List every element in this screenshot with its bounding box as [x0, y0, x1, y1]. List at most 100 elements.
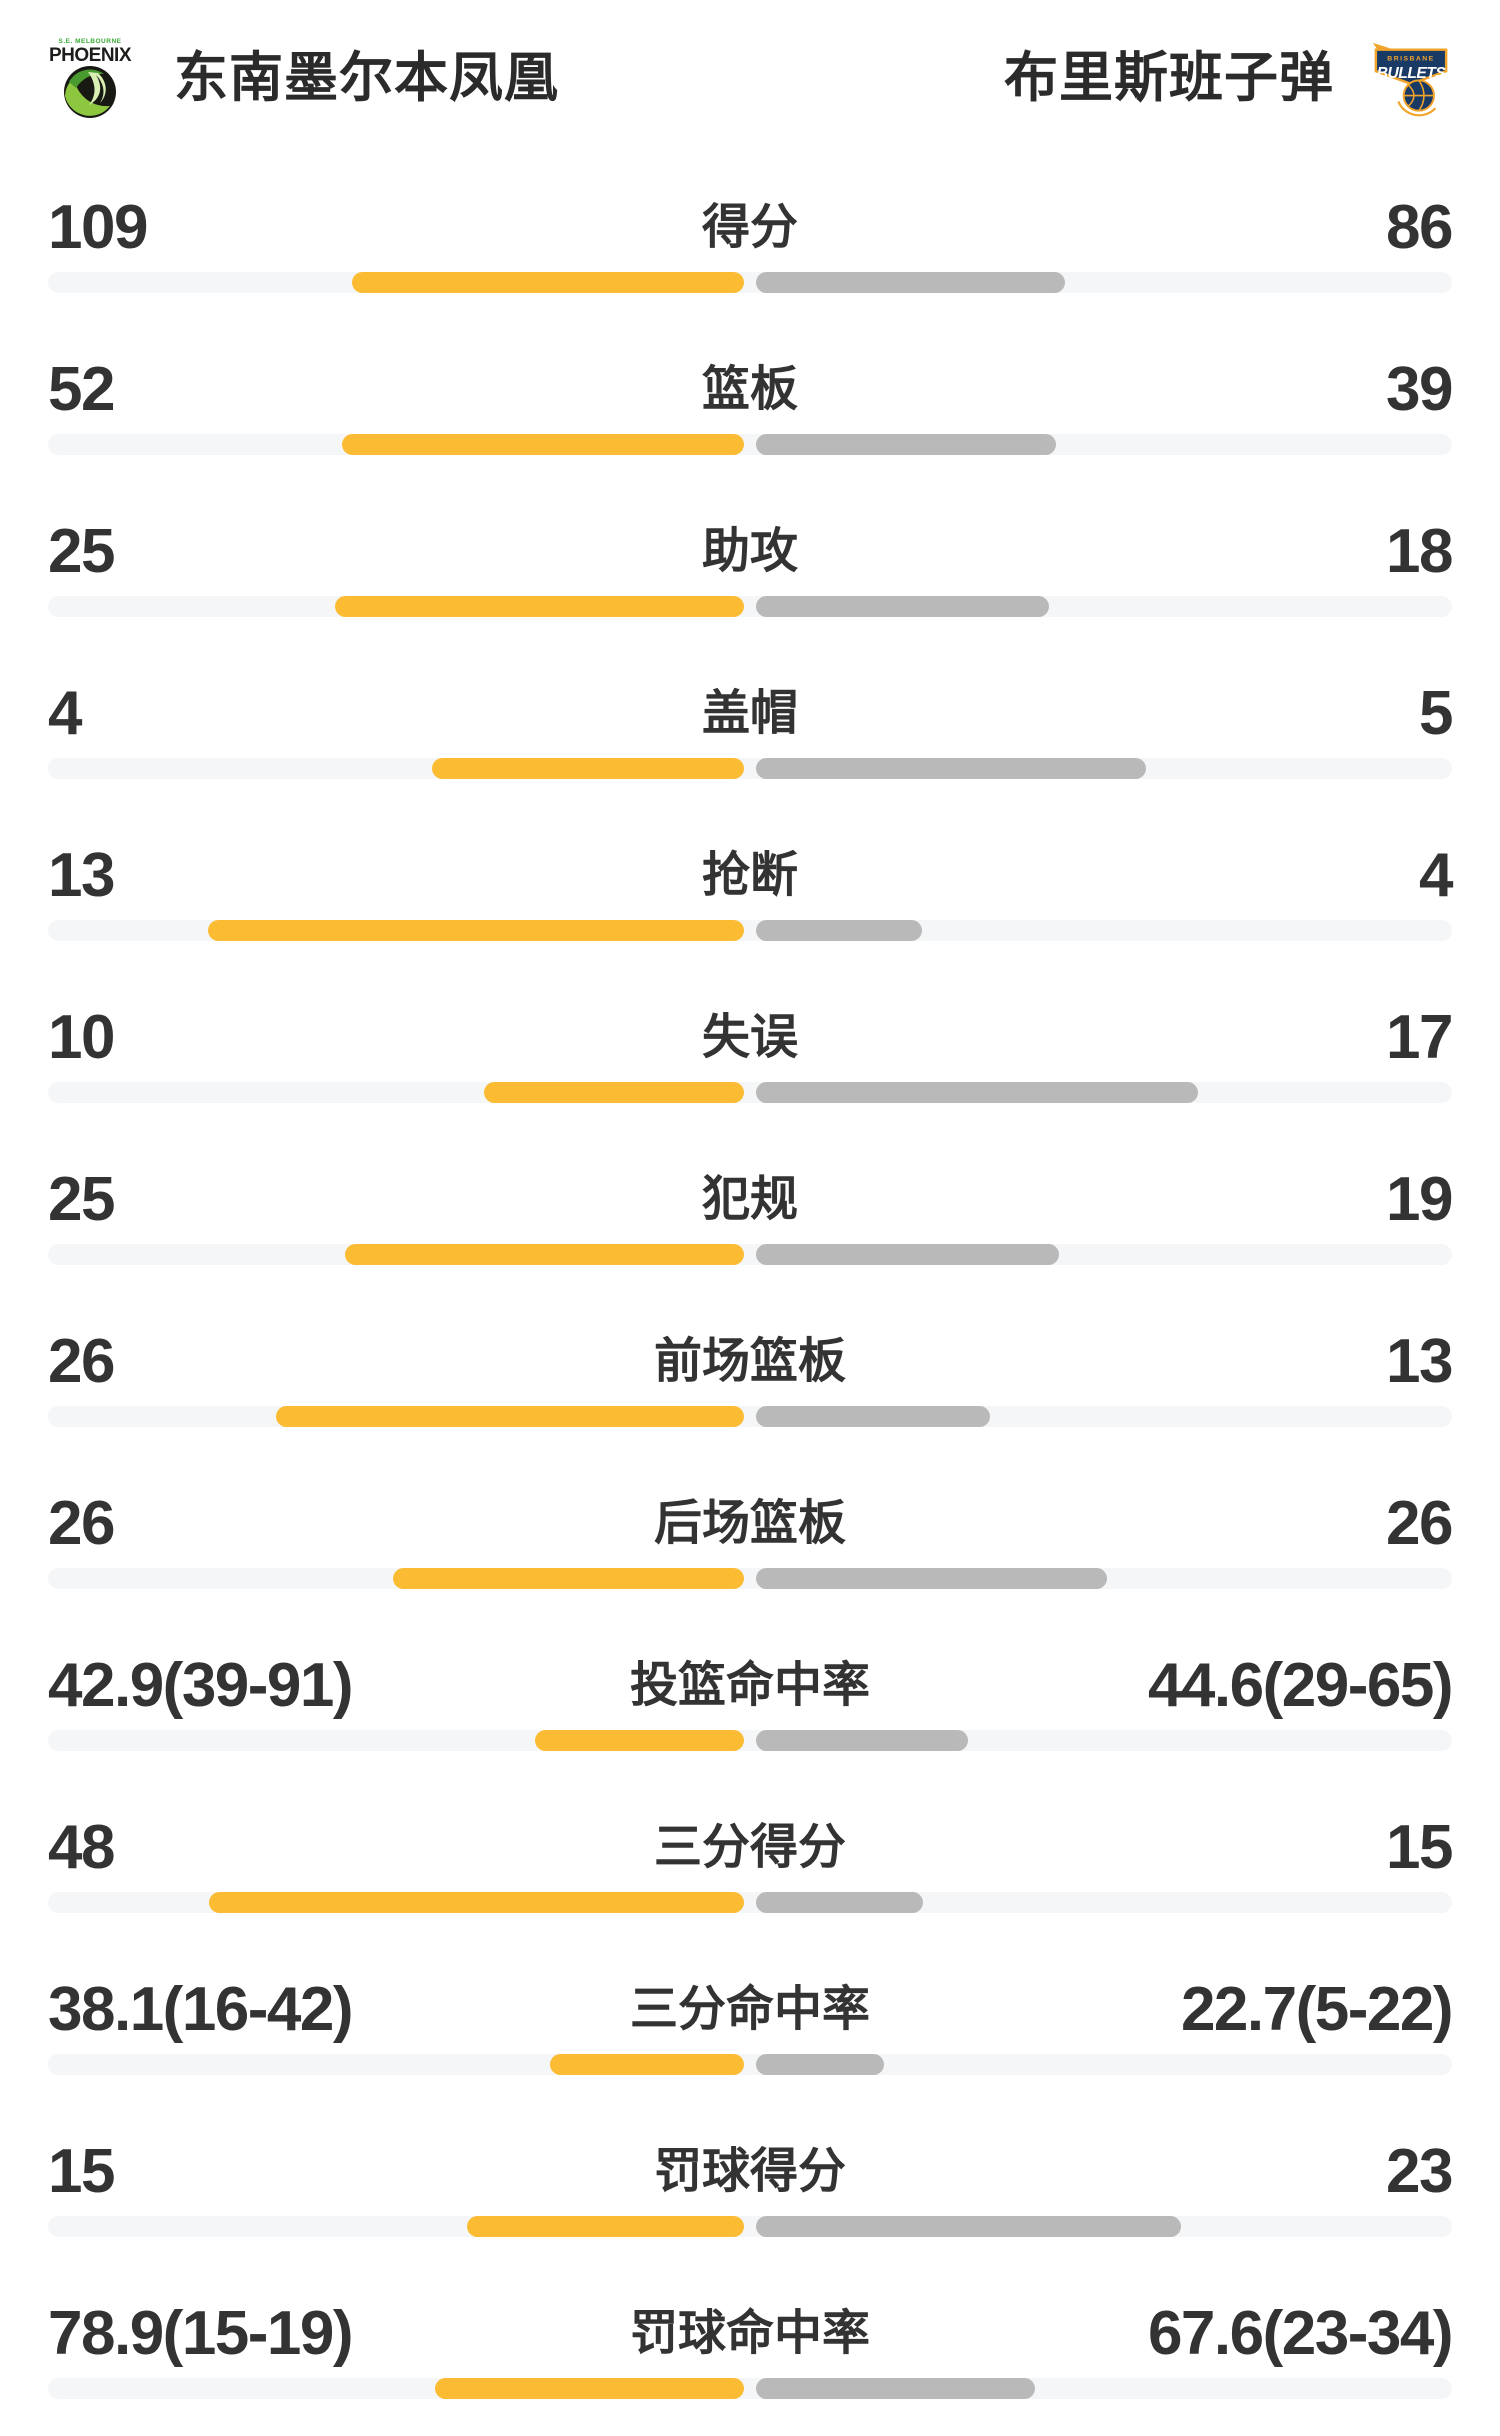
- stat-text-line: 10 失误 17: [48, 1003, 1454, 1072]
- stat-label: 罚球命中率: [629, 2307, 870, 2360]
- stat-label: 失误: [701, 1011, 798, 1064]
- stat-label: 三分命中率: [629, 1983, 870, 2036]
- phoenix-emblem-icon: [64, 66, 116, 118]
- stat-label: 篮板: [701, 363, 798, 416]
- stat-bar-track: [48, 2216, 1452, 2237]
- stat-bar-track: [48, 272, 1452, 293]
- away-value: 39: [1386, 355, 1453, 424]
- stat-bar-track: [48, 758, 1452, 779]
- home-stat-bar: [550, 2054, 744, 2075]
- home-team: S.E. MELBOURNE PHOENIX 东南墨尔本凤凰: [48, 34, 559, 122]
- stat-text-line: 48 三分得分 15: [48, 1813, 1454, 1882]
- stat-row: 38.1(16-42) 三分命中率 22.7(5-22): [48, 1975, 1454, 2075]
- stat-text-line: 4 盖帽 5: [48, 679, 1454, 748]
- home-stat-bar: [467, 2216, 744, 2237]
- stat-row: 15 罚球得分 23: [48, 2137, 1454, 2237]
- stat-bar-track: [48, 1244, 1452, 1265]
- away-stat-bar: [756, 920, 922, 941]
- home-value: 52: [48, 355, 115, 424]
- away-team-name: 布里斯班子弹: [1004, 48, 1334, 108]
- stat-text-line: 25 助攻 18: [48, 517, 1454, 586]
- home-value: 10: [48, 1003, 115, 1072]
- bullets-logo-icon: BRISBANE BULLETS: [1372, 42, 1448, 117]
- stat-bar-track: [48, 1082, 1452, 1103]
- away-value: 19: [1386, 1165, 1453, 1234]
- stat-label: 抢断: [701, 849, 798, 902]
- away-stat-bar: [756, 1730, 968, 1751]
- stat-text-line: 26 前场篮板 13: [48, 1327, 1454, 1396]
- stat-bar-track: [48, 1892, 1452, 1913]
- stat-label: 三分得分: [653, 1821, 846, 1874]
- home-value: 26: [48, 1489, 115, 1558]
- stat-row: 109 得分 86: [48, 193, 1454, 293]
- stat-row: 48 三分得分 15: [48, 1813, 1454, 1913]
- away-stat-bar: [756, 1892, 924, 1913]
- away-value: 22.7(5-22): [1180, 1975, 1454, 2044]
- match-header: S.E. MELBOURNE PHOENIX 东南墨尔本凤凰 布里斯班子弹 BR…: [48, 36, 1452, 120]
- home-stat-bar: [534, 1730, 744, 1751]
- away-value: 23: [1386, 2137, 1453, 2206]
- phoenix-logo-icon: S.E. MELBOURNE PHOENIX: [49, 38, 132, 118]
- stat-bar-track: [48, 1568, 1452, 1589]
- home-value: 25: [48, 1165, 115, 1234]
- away-stat-bar: [756, 272, 1065, 293]
- away-stat-bar: [756, 1082, 1199, 1103]
- away-team: 布里斯班子弹 BRISBANE BULLETS: [1004, 36, 1452, 120]
- stat-row: 25 犯规 19: [48, 1165, 1454, 1265]
- stat-label: 投篮命中率: [629, 1659, 870, 1712]
- home-value: 42.9(39-91): [48, 1651, 354, 1720]
- stat-label: 得分: [701, 201, 798, 254]
- stat-bar-track: [48, 2378, 1452, 2399]
- stat-bar-track: [48, 1730, 1452, 1751]
- stat-bar-track: [48, 920, 1452, 941]
- basketball-icon: [1397, 79, 1437, 117]
- away-stat-bar: [756, 1244, 1060, 1265]
- stat-text-line: 25 犯规 19: [48, 1165, 1454, 1234]
- away-value: 44.6(29-65): [1147, 1651, 1454, 1720]
- home-stat-bar: [432, 758, 744, 779]
- away-value: 5: [1419, 679, 1453, 748]
- away-value: 67.6(23-34): [1147, 2299, 1454, 2368]
- stat-label: 盖帽: [701, 687, 798, 740]
- home-value: 4: [48, 679, 82, 748]
- phoenix-logo-main-text: PHOENIX: [49, 45, 132, 66]
- stat-label: 后场篮板: [653, 1497, 846, 1550]
- home-stat-bar: [335, 596, 744, 617]
- stat-text-line: 13 抢断 4: [48, 841, 1454, 910]
- stat-label: 前场篮板: [653, 1335, 846, 1388]
- away-value: 86: [1386, 193, 1453, 262]
- home-value: 109: [48, 193, 148, 262]
- away-stat-bar: [756, 434, 1057, 455]
- away-stat-bar: [756, 758, 1147, 779]
- stat-row: 10 失误 17: [48, 1003, 1454, 1103]
- bullets-logo-main-text: BULLETS: [1377, 65, 1447, 82]
- stat-label: 犯规: [701, 1173, 798, 1226]
- away-stat-bar: [756, 1406, 991, 1427]
- away-stat-bar: [756, 2378, 1036, 2399]
- home-stat-bar: [276, 1406, 744, 1427]
- home-team-name: 东南墨尔本凤凰: [174, 48, 559, 108]
- match-stats-page: S.E. MELBOURNE PHOENIX 东南墨尔本凤凰 布里斯班子弹 BR…: [0, 36, 1500, 2436]
- away-value: 17: [1386, 1003, 1453, 1072]
- stat-label: 罚球得分: [653, 2145, 846, 2198]
- home-value: 38.1(16-42): [48, 1975, 354, 2044]
- home-stat-bar: [352, 272, 744, 293]
- home-value: 25: [48, 517, 115, 586]
- home-value: 15: [48, 2137, 115, 2206]
- home-stat-bar: [484, 1082, 744, 1103]
- home-stat-bar: [207, 920, 744, 941]
- away-value: 13: [1386, 1327, 1453, 1396]
- stat-row: 52 篮板 39: [48, 355, 1454, 455]
- away-value: 26: [1386, 1489, 1453, 1558]
- stat-row: 78.9(15-19) 罚球命中率 67.6(23-34): [48, 2299, 1454, 2399]
- stat-bar-track: [48, 596, 1452, 617]
- stat-bar-track: [48, 434, 1452, 455]
- away-value: 4: [1419, 841, 1453, 910]
- stat-row: 42.9(39-91) 投篮命中率 44.6(29-65): [48, 1651, 1454, 1751]
- home-stat-bar: [345, 1244, 744, 1265]
- away-value: 15: [1386, 1813, 1453, 1882]
- home-stat-bar: [435, 2378, 744, 2399]
- stat-text-line: 42.9(39-91) 投篮命中率 44.6(29-65): [48, 1651, 1454, 1720]
- stat-bar-track: [48, 1406, 1452, 1427]
- away-stat-bar: [756, 596, 1050, 617]
